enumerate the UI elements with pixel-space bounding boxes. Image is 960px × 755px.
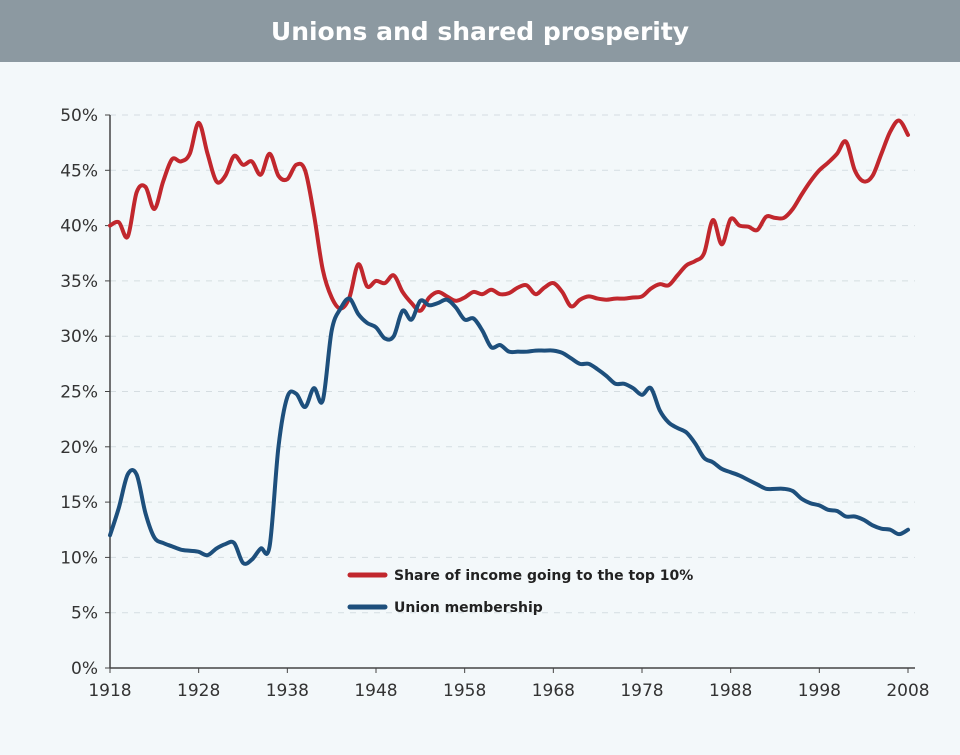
legend-label: Union membership (394, 600, 543, 616)
y-tick-label: 20% (60, 438, 98, 458)
y-tick-label: 10% (60, 548, 98, 568)
title-bar: Unions and shared prosperity (0, 0, 960, 62)
x-tick-label: 1948 (354, 681, 397, 701)
x-tick-label: 1968 (532, 681, 575, 701)
y-tick-label: 50% (60, 106, 98, 126)
x-tick-label: 1998 (798, 681, 841, 701)
x-tick-label: 1928 (177, 681, 220, 701)
x-tick-label: 1918 (88, 681, 131, 701)
axes: 0% 5% 10% 15% 20% 25% 30% 35% 40% 45% 50% 1918 1928 1… (60, 106, 929, 701)
x-tick-label: 1958 (443, 681, 486, 701)
x-tick-label: 1988 (709, 681, 752, 701)
gridlines (110, 114, 915, 614)
y-tick-label: 5% (71, 604, 98, 624)
series-line-top10-income (108, 118, 910, 313)
y-tick-label: 25% (60, 383, 98, 403)
y-tick-label: 0% (71, 659, 98, 679)
series-lines (108, 118, 910, 566)
series-line-union-membership (108, 296, 910, 566)
y-tick-label: 40% (60, 217, 98, 237)
y-tick-label: 30% (60, 327, 98, 347)
x-tick-label: 1978 (620, 681, 663, 701)
x-tick-label: 2008 (886, 681, 929, 701)
y-tick-label: 45% (60, 161, 98, 181)
y-tick-label: 35% (60, 272, 98, 292)
chart-title: Unions and shared prosperity (270, 16, 690, 46)
x-tick-label: 1938 (266, 681, 309, 701)
legend: Share of income going to the top 10% Unio… (347, 568, 693, 616)
legend-label: Share of income going to the top 10% (394, 568, 693, 584)
y-tick-label: 15% (60, 493, 98, 513)
